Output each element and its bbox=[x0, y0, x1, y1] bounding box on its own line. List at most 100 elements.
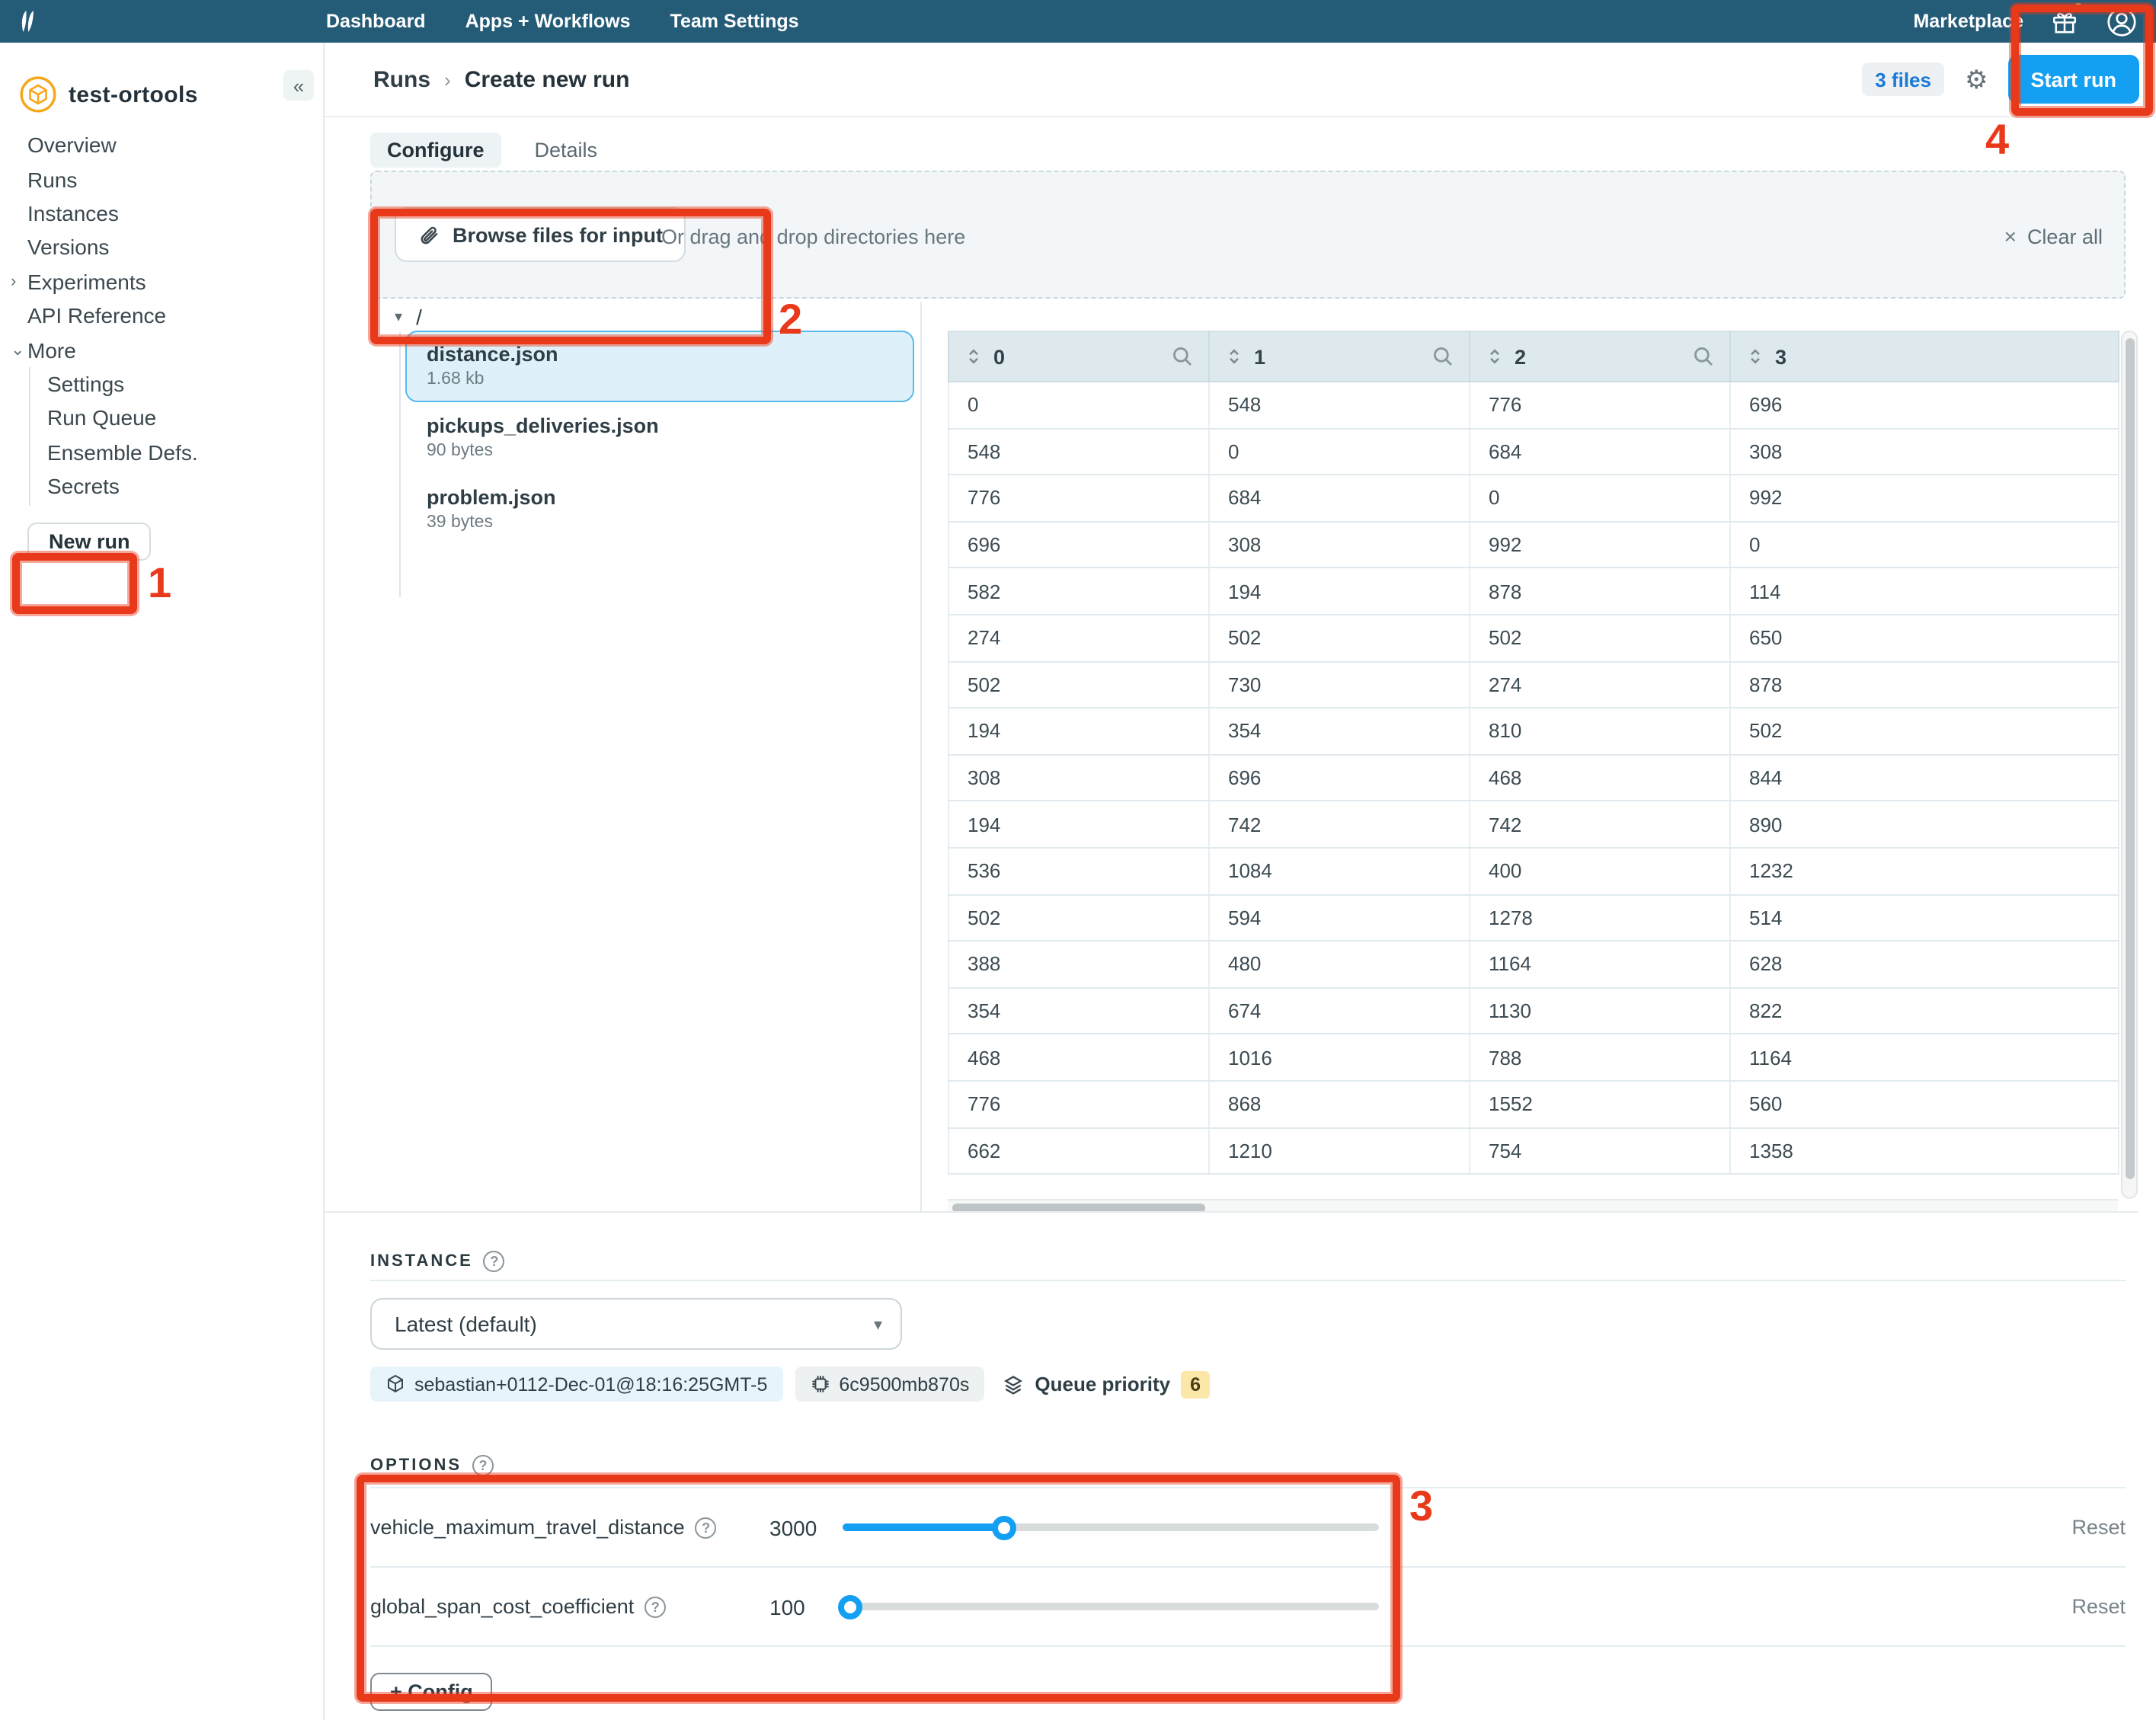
chevron-down-icon: ▾ bbox=[395, 309, 403, 325]
file-item-pickups-deliveries-json[interactable]: pickups_deliveries.json 90 bytes bbox=[405, 402, 914, 474]
table-cell: 468 bbox=[948, 1034, 1210, 1082]
add-config-button[interactable]: + Config bbox=[370, 1673, 493, 1711]
slider-thumb[interactable] bbox=[991, 1515, 1016, 1539]
table-cell: 742 bbox=[1208, 801, 1470, 849]
sidebar-item-instances[interactable]: Instances bbox=[0, 197, 325, 231]
sidebar-item-more[interactable]: ⌄ More bbox=[0, 333, 325, 367]
file-item-problem-json[interactable]: problem.json 39 bytes bbox=[405, 474, 914, 545]
table-cell: 194 bbox=[1208, 567, 1470, 615]
vertical-scrollbar[interactable] bbox=[2121, 331, 2138, 1199]
help-icon[interactable]: ? bbox=[483, 1251, 505, 1272]
table-cell: 114 bbox=[1729, 567, 2119, 615]
nextmv-logo-icon[interactable] bbox=[12, 6, 43, 37]
tab-details[interactable]: Details bbox=[534, 139, 598, 161]
table-cell: 650 bbox=[1729, 614, 2119, 663]
column-header-0[interactable]: 0 bbox=[948, 331, 1210, 382]
sort-icon[interactable] bbox=[1746, 347, 1764, 366]
sidebar-item-secrets[interactable]: Secrets bbox=[0, 469, 325, 504]
table-cell: 354 bbox=[1208, 708, 1470, 756]
slider-track[interactable] bbox=[843, 1603, 1379, 1610]
table-cell: 548 bbox=[948, 428, 1210, 476]
search-icon[interactable] bbox=[1693, 346, 1714, 367]
tab-bar: Configure Details bbox=[370, 133, 614, 168]
tab-configure[interactable]: Configure bbox=[370, 133, 501, 168]
table-cell: 878 bbox=[1469, 567, 1731, 615]
sidebar-item-versions[interactable]: Versions bbox=[0, 230, 325, 264]
table-row: 194 742 742 890 bbox=[948, 801, 2119, 849]
option-label: vehicle_maximum_travel_distance bbox=[370, 1516, 685, 1539]
sidebar-item-runs[interactable]: Runs bbox=[0, 162, 325, 197]
reset-button[interactable]: Reset bbox=[2071, 1516, 2126, 1539]
sidebar-collapse-button[interactable]: « bbox=[283, 70, 314, 101]
browse-files-button[interactable]: Browse files for input bbox=[395, 207, 686, 262]
gear-icon[interactable]: ⚙ bbox=[1964, 65, 1988, 94]
paperclip-icon bbox=[417, 223, 440, 246]
nav-links: Dashboard Apps + Workflows Team Settings bbox=[326, 11, 799, 32]
file-name: problem.json bbox=[427, 486, 556, 509]
table-cell: 992 bbox=[1729, 475, 2119, 523]
file-dropzone[interactable]: Browse files for input Or drag and drop … bbox=[370, 171, 2126, 299]
column-header-3[interactable]: 3 bbox=[1729, 331, 2119, 382]
cube-icon bbox=[385, 1374, 405, 1394]
nav-link-team-settings[interactable]: Team Settings bbox=[670, 11, 799, 32]
horizontal-scrollbar[interactable] bbox=[948, 1199, 2118, 1213]
sidebar-item-overview[interactable]: Overview bbox=[0, 128, 325, 162]
search-icon[interactable] bbox=[1432, 346, 1454, 367]
new-run-button[interactable]: New run bbox=[27, 523, 152, 561]
breadcrumb-runs-link[interactable]: Runs bbox=[373, 66, 430, 92]
table-cell: 308 bbox=[1729, 428, 2119, 476]
sidebar-item-experiments[interactable]: › Experiments bbox=[0, 264, 325, 299]
help-icon[interactable]: ? bbox=[695, 1517, 717, 1538]
reset-button[interactable]: Reset bbox=[2071, 1595, 2126, 1618]
table-cell: 388 bbox=[948, 941, 1210, 989]
start-run-button[interactable]: Start run bbox=[2007, 55, 2139, 104]
column-header-2[interactable]: 2 bbox=[1469, 331, 1731, 382]
file-size: 90 bytes bbox=[427, 442, 493, 460]
option-slider[interactable] bbox=[843, 1515, 1379, 1539]
sidebar-item-label: Settings bbox=[47, 371, 125, 396]
nav-link-dashboard[interactable]: Dashboard bbox=[326, 11, 426, 32]
search-icon[interactable] bbox=[1172, 346, 1193, 367]
option-label-wrap: global_span_cost_coefficient? bbox=[370, 1595, 769, 1618]
sort-icon[interactable] bbox=[1225, 347, 1243, 366]
sidebar-item-settings[interactable]: Settings bbox=[0, 366, 325, 401]
user-avatar-icon[interactable] bbox=[2106, 5, 2138, 37]
table-row: 502 594 1278 514 bbox=[948, 894, 2119, 942]
files-count-badge[interactable]: 3 files bbox=[1861, 62, 1945, 96]
nav-marketplace[interactable]: Marketplace bbox=[1913, 11, 2023, 32]
sidebar-item-ensemble-defs-[interactable]: Ensemble Defs. bbox=[0, 435, 325, 469]
file-item-distance-json[interactable]: distance.json 1.68 kb bbox=[405, 331, 914, 402]
table-row: 696 308 992 0 bbox=[948, 521, 2119, 569]
table-cell: 274 bbox=[948, 614, 1210, 663]
option-slider[interactable] bbox=[838, 1594, 1379, 1619]
card-bottom-border bbox=[325, 1211, 2138, 1213]
slider-track[interactable] bbox=[843, 1523, 1379, 1531]
clear-all-button[interactable]: × Clear all bbox=[2004, 172, 2103, 300]
main-content: Runs › Create new run 3 files ⚙ Start ru… bbox=[325, 43, 2156, 1720]
sort-icon[interactable] bbox=[964, 347, 983, 366]
table-cell: 1164 bbox=[1469, 941, 1731, 989]
gift-icon[interactable] bbox=[2051, 3, 2083, 35]
breadcrumb: Runs › Create new run bbox=[373, 66, 629, 92]
file-tree-root[interactable]: ▾ / bbox=[395, 305, 422, 329]
horizontal-scrollbar-thumb[interactable] bbox=[952, 1203, 1205, 1212]
table-row: 548 0 684 308 bbox=[948, 428, 2119, 476]
instance-select[interactable]: Latest (default) ▾ bbox=[370, 1298, 902, 1350]
slider-thumb[interactable] bbox=[838, 1594, 863, 1619]
vertical-scrollbar-thumb[interactable] bbox=[2125, 338, 2134, 1179]
sidebar-item-api-reference[interactable]: API Reference bbox=[0, 299, 325, 333]
instance-label: INSTANCE bbox=[370, 1252, 473, 1271]
table-row: 308 696 468 844 bbox=[948, 754, 2119, 802]
sidebar-item-run-queue[interactable]: Run Queue bbox=[0, 401, 325, 435]
help-icon[interactable]: ? bbox=[472, 1455, 494, 1476]
table-cell: 1164 bbox=[1729, 1034, 2119, 1082]
sidebar: test-ortools « Overview Runs Instances Vers… bbox=[0, 43, 325, 1720]
nav-link-apps-workflows[interactable]: Apps + Workflows bbox=[465, 11, 631, 32]
sort-icon[interactable] bbox=[1486, 347, 1504, 366]
chevron-right-icon: › bbox=[11, 272, 17, 291]
column-header-1[interactable]: 1 bbox=[1208, 331, 1470, 382]
table-cell: 1016 bbox=[1208, 1034, 1470, 1082]
instance-id-label: 6c9500mb870s bbox=[839, 1373, 970, 1395]
table-cell: 536 bbox=[948, 847, 1210, 896]
help-icon[interactable]: ? bbox=[645, 1596, 667, 1617]
